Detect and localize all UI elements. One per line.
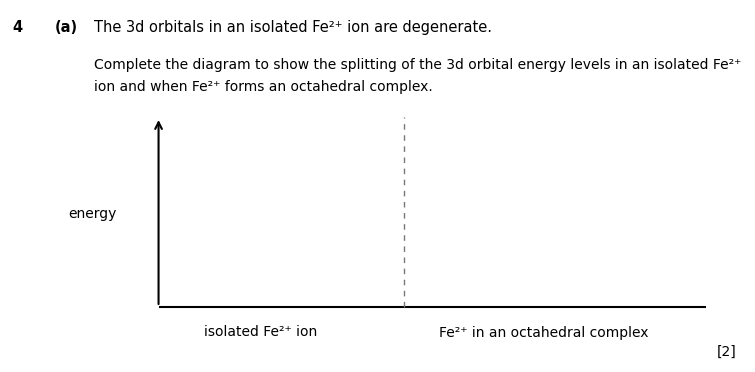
Text: ion and when Fe²⁺ forms an octahedral complex.: ion and when Fe²⁺ forms an octahedral co… xyxy=(94,80,433,94)
Text: energy: energy xyxy=(69,207,117,221)
Text: Fe²⁺ in an octahedral complex: Fe²⁺ in an octahedral complex xyxy=(439,326,649,340)
Text: isolated Fe²⁺ ion: isolated Fe²⁺ ion xyxy=(204,326,317,340)
Text: (a): (a) xyxy=(54,20,78,35)
Text: Complete the diagram to show the splitting of the 3d orbital energy levels in an: Complete the diagram to show the splitti… xyxy=(94,58,741,72)
Text: 4: 4 xyxy=(12,20,22,35)
Text: [2]: [2] xyxy=(716,345,736,359)
Text: The 3d orbitals in an isolated Fe²⁺ ion are degenerate.: The 3d orbitals in an isolated Fe²⁺ ion … xyxy=(94,20,492,35)
